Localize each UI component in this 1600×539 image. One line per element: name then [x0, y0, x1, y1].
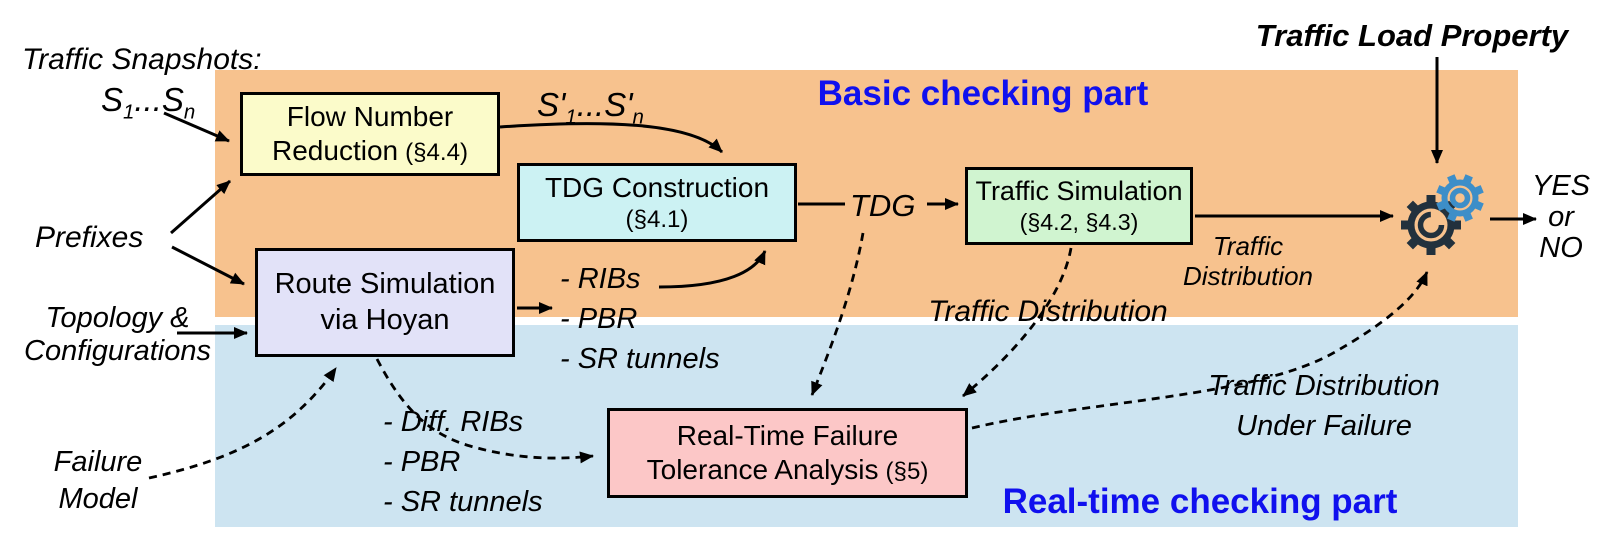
- flow-number-reduction-box: Flow Number Reduction (§4.4): [240, 92, 500, 176]
- realtime-checking-heading: Real-time checking part: [1002, 482, 1398, 521]
- topology-configurations-label: Topology & Configurations: [24, 302, 211, 367]
- list-item: - Diff. RIBs: [383, 406, 524, 438]
- traffic-load-property-label: Traffic Load Property: [1255, 18, 1569, 53]
- traffic-simulation-box: Traffic Simulation (§4.2, §4.3): [965, 167, 1193, 245]
- list-item: - PBR: [560, 303, 638, 335]
- list-item: - RIBs: [560, 263, 641, 295]
- output-or: or: [1548, 201, 1574, 233]
- rtfa-box: Real-Time Failure Tolerance Analysis (§5): [607, 408, 968, 498]
- tdg-construction-box: TDG Construction (§4.1): [517, 163, 797, 242]
- traffic-distribution-under-failure-label: Traffic Distribution Under Failure: [1208, 370, 1440, 442]
- traffic-distribution-mid-label: Traffic Distribution: [928, 295, 1168, 328]
- prefixes-label: Prefixes: [35, 221, 144, 254]
- output-no: NO: [1539, 232, 1583, 264]
- snapshots-sequence-label: S1...Sn: [101, 81, 196, 124]
- traffic-distribution-gear-label: Traffic Distribution: [1182, 231, 1314, 291]
- route-simulation-box: Route Simulation via Hoyan: [255, 248, 515, 357]
- list-item: - SR tunnels: [560, 343, 720, 375]
- basic-checking-heading: Basic checking part: [817, 74, 1149, 113]
- list-item: - PBR: [383, 446, 461, 478]
- route-outputs-list: - RIBs - PBR - SR tunnels: [560, 265, 720, 385]
- traffic-snapshots-label: Traffic Snapshots:: [22, 43, 262, 76]
- output-yes: YES: [1531, 170, 1591, 202]
- list-item: - SR tunnels: [383, 486, 543, 518]
- route-outputs-failure-list: - Diff. RIBs - PBR - SR tunnels: [383, 408, 543, 528]
- reduced-sequence-label: S'1...S'n: [537, 86, 644, 129]
- tdg-output-label: TDG: [850, 188, 916, 223]
- yes-or-no-output: YES or NO: [1526, 171, 1596, 264]
- failure-model-label: Failure Model: [53, 446, 143, 515]
